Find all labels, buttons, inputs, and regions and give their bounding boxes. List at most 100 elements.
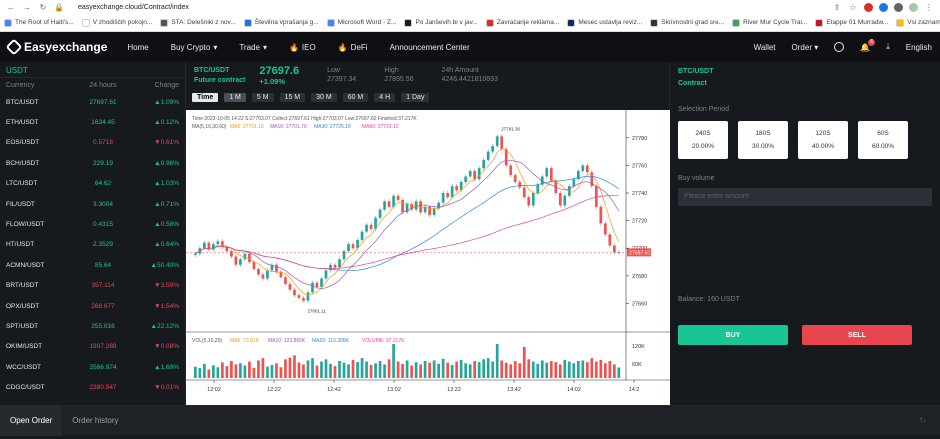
candle [365,224,368,232]
market-change: ▼0.01% [154,384,179,392]
market-row[interactable]: SPT/USDT 255.016 ▲22.12% [0,316,185,336]
market-pair: EOS/USDT [6,139,40,147]
market-row[interactable]: BTC/USDT 27697.61 ▲1.09% [0,92,185,112]
period-option[interactable]: 60S 60.00% [858,121,908,159]
bookmark-item[interactable]: River Mur Cycle Trai... [732,18,807,27]
bookmark-item[interactable]: Številna vprašanja g... [243,18,319,27]
market-row[interactable]: BCH/USDT 229.19 ▲0.96% [0,153,185,173]
y-tick-label: 27680 [632,274,647,280]
nav-wallet[interactable]: Wallet [753,42,776,52]
menu-kebab-icon[interactable]: ⋮ [925,2,933,12]
period-time: 60S [877,130,889,137]
tab-open-order[interactable]: Open Order [0,405,63,436]
chart-svg[interactable]: 27660276802770027720277402776027780120K6… [186,110,670,405]
market-row[interactable]: HT/USDT 2.3529 ▲0.64% [0,235,185,255]
market-price: 0.4315 [93,221,113,229]
candle [230,250,233,257]
buy-button[interactable]: BUY [678,325,788,345]
nav-defi[interactable]: 🔥 DeFi [337,42,368,52]
time-label[interactable]: Time [192,92,219,102]
share-icon[interactable]: ⇪ [833,2,841,12]
timeframe-button[interactable]: 1 Day [401,92,430,102]
nav-order[interactable]: Order ▾ [791,42,819,52]
reload-icon[interactable]: ↻ [39,2,47,12]
market-change: ▲0.58% [154,221,179,229]
volume-bar [297,362,301,378]
refresh-icon[interactable]: ↻ [919,416,926,425]
candle [369,224,373,229]
back-icon[interactable]: ← [7,2,15,12]
period-option[interactable]: 180S 30.00% [738,121,788,159]
market-row[interactable]: BRT/USDT 357.114 ▼3.59% [0,276,185,296]
market-pair: OKIM/USDT [6,343,43,351]
candlestick-chart[interactable]: 27660276802770027720277402776027780120K6… [186,110,670,405]
market-row[interactable]: CDGC/USDT 2380.547 ▼0.01% [0,377,185,397]
bookmark-item[interactable]: Mesec ustavlja reviz... [567,18,642,27]
tab-usdt[interactable]: USDT [0,62,185,78]
url-text[interactable]: easyexchange.cloud/Contract/index [78,3,189,11]
market-row[interactable]: EOS/USDT 0.5718 ▼0.61% [0,133,185,153]
market-row[interactable]: WCC/USDT 2566.974 ▲1.69% [0,357,185,377]
bookmark-item[interactable]: Po Janševih bi v jav... [404,18,478,27]
timeframe-button[interactable]: 1 M [224,92,246,102]
nav-ieo[interactable]: 🔥 IEO [288,42,316,52]
logo[interactable]: Easyexchange [5,38,107,56]
period-option[interactable]: 240S 20.00% [678,121,728,159]
market-row[interactable]: ACMN/USDT 85.64 ▲50.40% [0,255,185,275]
market-row[interactable]: OPX/USDT 268.677 ▼1.54% [0,296,185,316]
bookmark-item[interactable]: V zhodiščih pokojn... [81,18,152,27]
bookmark-item[interactable]: The Root of Haiti's... [4,18,74,27]
volume-bar [311,358,314,378]
extension-icon[interactable] [864,2,873,12]
volume-bar [599,359,603,378]
market-change: ▼3.59% [154,282,179,290]
candle [513,175,517,182]
bookmark-item[interactable]: Zavračanje reklama... [485,18,559,27]
market-row[interactable]: FLOW/USDT 0.4315 ▲0.58% [0,214,185,234]
volume-bar [383,364,386,378]
market-change: ▲0.12% [154,119,179,127]
volume-bar [590,358,594,378]
download-icon[interactable]: ⤓ [886,42,890,51]
nav-announcement-center[interactable]: Announcement Center [389,42,470,52]
timeframe-button[interactable]: 30 M [311,92,337,102]
extension-icon[interactable] [894,2,903,12]
market-row[interactable]: FIL/USDT 3.3004 ▲0.71% [0,194,185,214]
nav-trade[interactable]: Trade ▾ [239,42,267,52]
bookmark-item[interactable]: Skrivnostni grad sre... [650,18,724,27]
forward-icon[interactable]: → [23,2,31,12]
bookmark-favicon-icon [732,18,741,27]
candle [207,242,211,250]
timeframe-button[interactable]: 5 M [251,92,274,102]
language-selector[interactable]: English [905,42,932,52]
x-tick-label: 13:42 [507,387,521,393]
nav-buy-crypto[interactable]: Buy Crypto ▾ [170,42,218,52]
star-icon[interactable]: ☆ [849,2,857,12]
nav-home[interactable]: Home [127,42,149,52]
tab-order-history[interactable]: Order history [72,416,119,425]
bookmark-item[interactable]: Etappe 01 Murradw... [815,18,888,27]
timeframe-button[interactable]: 15 M [279,92,306,102]
market-pair: FLOW/USDT [6,221,45,229]
bookmark-item[interactable]: STA: Delešniki z nov... [160,18,236,27]
amount-input[interactable]: Please enter amount [678,188,932,206]
extension-icon[interactable] [879,2,888,12]
volume-bar [225,366,229,378]
candle [275,264,278,272]
volume-bar [270,364,274,378]
bookmark-item[interactable]: Vsi zaznamki [896,18,940,27]
market-row[interactable]: OKIM/USDT 1907.288 ▼0.08% [0,337,185,357]
bookmark-item[interactable]: Microsoft Word - Z... [326,18,396,27]
notification-bell-icon[interactable]: 🔔 6 [860,38,876,52]
period-option[interactable]: 120S 40.00% [798,121,848,159]
market-price: 3.3004 [93,200,113,208]
user-icon[interactable] [834,42,845,52]
timeframe-button[interactable]: 60 M [342,92,369,102]
market-row[interactable]: ETH/USDT 1634.45 ▲0.12% [0,112,185,132]
market-row[interactable]: LTC/USDT 64.62 ▲1.03% [0,174,185,194]
timeframe-button[interactable]: 4 H [374,92,396,102]
bookmark-favicon-icon [650,18,659,27]
sell-button[interactable]: SELL [802,325,912,345]
profile-avatar[interactable] [909,2,918,12]
volume-bar [207,369,211,378]
